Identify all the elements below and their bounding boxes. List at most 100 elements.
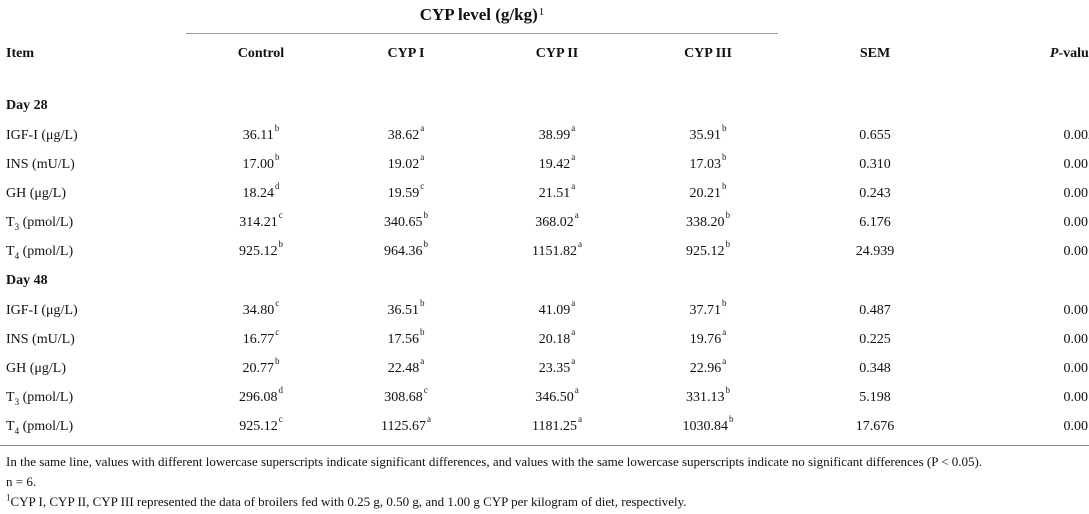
control-cell: 296.08d bbox=[239, 384, 283, 405]
cyp2-cell: 1181.25a bbox=[532, 413, 582, 434]
p-value-cell: 0.001 bbox=[1063, 389, 1089, 405]
row-label: INS (mU/L) bbox=[6, 331, 75, 347]
table-footnotes: In the same line, values with different … bbox=[6, 452, 982, 512]
row-label: T4 (pmol/L) bbox=[6, 243, 74, 261]
col-header-cyp3: CYP III bbox=[684, 45, 732, 61]
sem-cell: 0.243 bbox=[859, 185, 891, 201]
section-row-day28: Day 28 bbox=[0, 91, 1089, 121]
p-value-cell: 0.001 bbox=[1063, 156, 1089, 172]
table-row: T3 (pmol/L) 296.08d 308.68c 346.50a 331.… bbox=[0, 383, 1089, 412]
col-header-sem: SEM bbox=[859, 45, 891, 61]
table-row: T4 (pmol/L) 925.12b 964.36b 1151.82a 925… bbox=[0, 237, 1089, 266]
col-header-cyp1: CYP I bbox=[387, 45, 425, 61]
col-header-control: Control bbox=[237, 45, 285, 61]
sem-cell: 24.939 bbox=[855, 243, 895, 259]
sem-cell: 6.176 bbox=[859, 214, 891, 230]
control-cell: 925.12c bbox=[239, 413, 283, 434]
col-header-p-value: P-value bbox=[966, 38, 1089, 69]
p-italic: P bbox=[1049, 45, 1059, 61]
sem-cell: 0.348 bbox=[859, 360, 891, 376]
table-body: Day 28 IGF-I (μg/L) 36.11b 38.62a 38.99a… bbox=[0, 69, 1089, 441]
p-value-cell: 0.002 bbox=[1063, 127, 1089, 143]
table-row: T3 (pmol/L) 314.21c 340.65b 368.02a 338.… bbox=[0, 208, 1089, 237]
row-label: INS (mU/L) bbox=[6, 156, 75, 172]
table-row: INS (mU/L) 16.77c 17.56b 20.18a 19.76a 0… bbox=[0, 325, 1089, 354]
cyp1-cell: 308.68c bbox=[384, 384, 428, 405]
cyp2-cell: 19.42a bbox=[538, 151, 576, 172]
cyp2-cell: 20.18a bbox=[538, 326, 576, 347]
p-value-cell: 0.001 bbox=[1063, 360, 1089, 376]
footnote-significance: In the same line, values with different … bbox=[6, 454, 983, 469]
table-row: GH (μg/L) 18.24d 19.59c 21.51a 20.21b 0.… bbox=[0, 179, 1089, 208]
group-header-rule bbox=[186, 33, 778, 34]
cyp2-cell: 346.50a bbox=[535, 384, 579, 405]
p-value-cell: 0.001 bbox=[1063, 243, 1089, 259]
cyp3-cell: 22.96a bbox=[689, 355, 727, 376]
row-label: T4 (pmol/L) bbox=[6, 418, 74, 436]
control-cell: 16.77c bbox=[242, 326, 280, 347]
cyp1-cell: 22.48a bbox=[387, 355, 425, 376]
cyp1-cell: 19.02a bbox=[387, 151, 425, 172]
cyp1-cell: 964.36b bbox=[384, 238, 428, 259]
row-label: T3 (pmol/L) bbox=[6, 389, 74, 407]
sem-cell: 5.198 bbox=[859, 389, 891, 405]
footnote-cyp-definition: 1CYP I, CYP II, CYP III represented the … bbox=[6, 492, 687, 509]
row-label: GH (μg/L) bbox=[6, 360, 66, 376]
cyp2-cell: 38.99a bbox=[538, 122, 576, 143]
cyp3-cell: 331.13b bbox=[686, 384, 730, 405]
p-value-cell: 0.001 bbox=[1063, 214, 1089, 230]
cyp1-cell: 38.62a bbox=[387, 122, 425, 143]
table-bottom-rule bbox=[0, 445, 1089, 446]
cyp1-cell: 17.56b bbox=[387, 326, 425, 347]
column-header-row: Item Control CYP I CYP II CYP III SEM P-… bbox=[0, 38, 1089, 69]
sem-cell: 17.676 bbox=[855, 418, 895, 434]
row-label: IGF-I (μg/L) bbox=[6, 302, 78, 318]
sem-cell: 0.655 bbox=[859, 127, 891, 143]
col-header-cyp2: CYP II bbox=[535, 45, 579, 61]
cyp2-cell: 1151.82a bbox=[532, 238, 582, 259]
group-header: CYP level (g/kg)1 bbox=[186, 0, 778, 32]
cyp2-cell: 368.02a bbox=[535, 209, 579, 230]
control-cell: 20.77b bbox=[242, 355, 280, 376]
section-label: Day 28 bbox=[6, 98, 48, 113]
control-cell: 34.80c bbox=[242, 297, 280, 318]
row-label: IGF-I (μg/L) bbox=[6, 127, 78, 143]
sem-cell: 0.487 bbox=[859, 302, 891, 318]
control-cell: 17.00b bbox=[242, 151, 280, 172]
cyp3-cell: 37.71b bbox=[689, 297, 727, 318]
table-row: IGF-I (μg/L) 36.11b 38.62a 38.99a 35.91b… bbox=[0, 121, 1089, 150]
cyp1-cell: 340.65b bbox=[384, 209, 428, 230]
control-cell: 18.24d bbox=[242, 180, 280, 201]
control-cell: 36.11b bbox=[242, 122, 280, 143]
p-value-cell: 0.001 bbox=[1063, 185, 1089, 201]
p-value-cell: 0.001 bbox=[1063, 331, 1089, 347]
cyp1-cell: 19.59c bbox=[387, 180, 425, 201]
p-value-cell: 0.001 bbox=[1063, 418, 1089, 434]
p-value-cell: 0.001 bbox=[1063, 302, 1089, 318]
spacer-row bbox=[0, 69, 1089, 91]
cyp1-cell: 36.51b bbox=[387, 297, 425, 318]
table-row: T4 (pmol/L) 925.12c 1125.67a 1181.25a 10… bbox=[0, 412, 1089, 441]
cyp3-cell: 338.20b bbox=[686, 209, 730, 230]
cyp3-cell: 1030.84b bbox=[682, 413, 734, 434]
cyp2-cell: 41.09a bbox=[538, 297, 576, 318]
section-row-day48: Day 48 bbox=[0, 266, 1089, 296]
control-cell: 314.21c bbox=[239, 209, 283, 230]
sem-cell: 0.225 bbox=[859, 331, 891, 347]
p-rest: -value bbox=[1058, 45, 1089, 61]
cyp3-cell: 20.21b bbox=[689, 180, 727, 201]
cyp3-cell: 925.12b bbox=[686, 238, 730, 259]
cyp3-cell: 35.91b bbox=[689, 122, 727, 143]
table-row: IGF-I (μg/L) 34.80c 36.51b 41.09a 37.71b… bbox=[0, 296, 1089, 325]
group-header-title: CYP level (g/kg) bbox=[419, 5, 538, 24]
sem-cell: 0.310 bbox=[859, 156, 891, 172]
section-label: Day 48 bbox=[6, 273, 48, 288]
row-label: GH (μg/L) bbox=[6, 185, 66, 201]
footnote-sample-size: n = 6. bbox=[6, 474, 37, 489]
footnote-marker: 1 bbox=[538, 6, 545, 18]
col-header-item: Item bbox=[6, 45, 34, 61]
table-row: INS (mU/L) 17.00b 19.02a 19.42a 17.03b 0… bbox=[0, 150, 1089, 179]
row-label: T3 (pmol/L) bbox=[6, 214, 74, 232]
cyp3-cell: 17.03b bbox=[689, 151, 727, 172]
cyp2-cell: 23.35a bbox=[538, 355, 576, 376]
